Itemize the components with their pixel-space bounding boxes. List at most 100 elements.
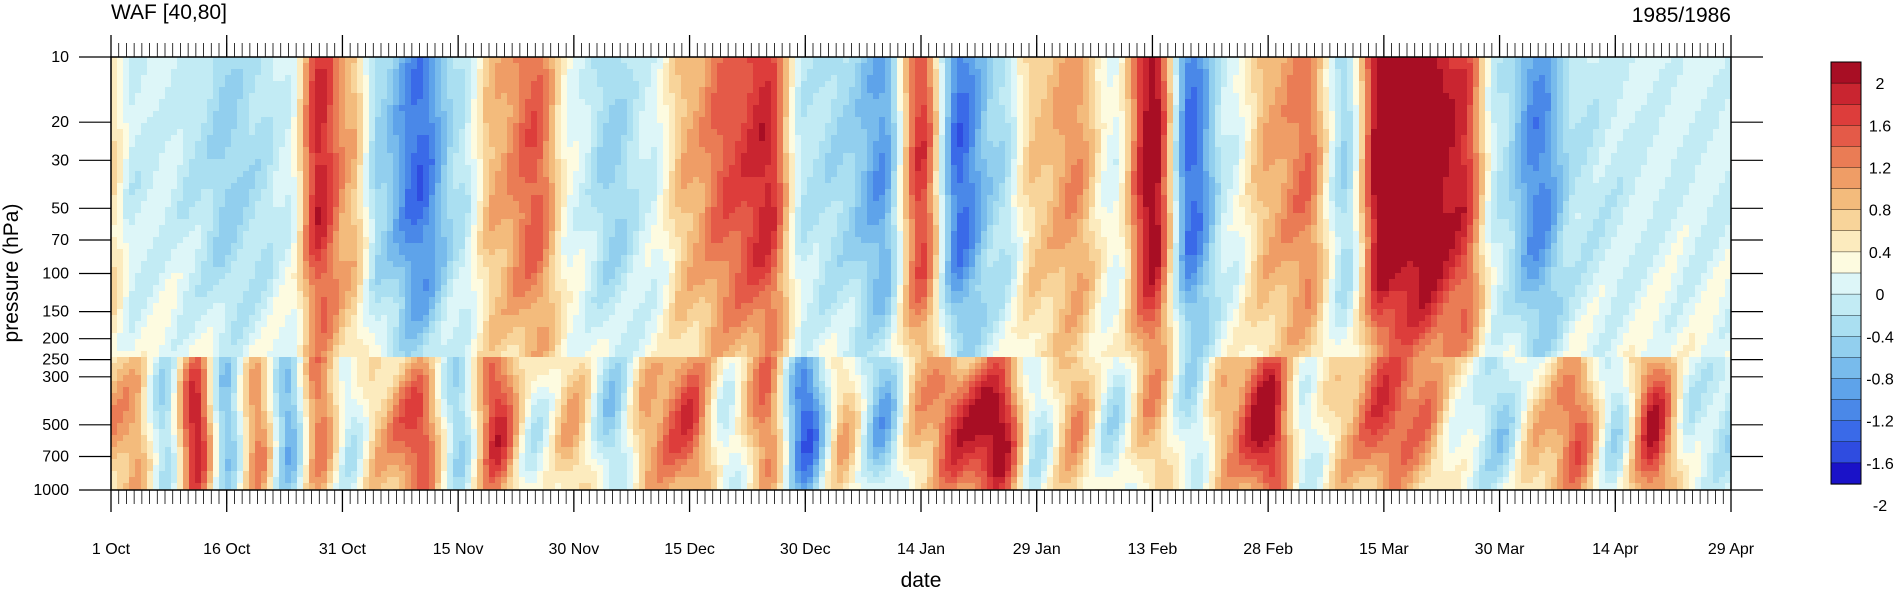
heatmap-cell (459, 153, 466, 160)
heatmap-cell (273, 423, 280, 430)
heatmap-cell (237, 261, 244, 268)
heatmap-cell (495, 453, 502, 460)
heatmap-cell (501, 453, 508, 460)
heatmap-cell (465, 141, 472, 148)
heatmap-cell (267, 399, 274, 406)
heatmap-cell (219, 471, 226, 478)
heatmap-cell (495, 177, 502, 184)
heatmap-cell (381, 333, 388, 340)
heatmap-cell (237, 429, 244, 436)
heatmap-cell (135, 387, 142, 394)
heatmap-cell (519, 153, 526, 160)
heatmap-cell (393, 201, 400, 208)
heatmap-cell (207, 99, 214, 106)
heatmap-cell (123, 459, 130, 466)
heatmap-cell (159, 429, 166, 436)
heatmap-cell (429, 177, 436, 184)
heatmap-cell (213, 201, 220, 208)
heatmap-cell (273, 375, 280, 382)
heatmap-cell (387, 375, 394, 382)
heatmap-cell (141, 129, 148, 136)
heatmap-cell (357, 447, 364, 454)
heatmap-cell (441, 477, 448, 484)
heatmap-cell (303, 231, 310, 238)
heatmap-cell (159, 453, 166, 460)
heatmap-cell (405, 369, 412, 376)
heatmap-cell (441, 87, 448, 94)
heatmap-cell (507, 255, 514, 262)
heatmap-cell (117, 123, 124, 130)
heatmap-cell (285, 333, 292, 340)
heatmap-cell (177, 75, 184, 82)
heatmap-cell (327, 81, 334, 88)
heatmap-cell (357, 99, 364, 106)
heatmap-cell (339, 291, 346, 298)
heatmap-cell (423, 447, 430, 454)
heatmap-cell (129, 471, 136, 478)
heatmap-cell (339, 135, 346, 142)
heatmap-cell (441, 243, 448, 250)
heatmap-cell (387, 99, 394, 106)
heatmap-cell (303, 303, 310, 310)
heatmap-cell (321, 237, 328, 244)
heatmap-cell (351, 441, 358, 448)
heatmap-cell (321, 165, 328, 172)
heatmap-cell (465, 129, 472, 136)
heatmap-cell (405, 57, 412, 64)
heatmap-cell (453, 429, 460, 436)
heatmap-cell (435, 333, 442, 340)
heatmap-cell (369, 339, 376, 346)
heatmap-cell (441, 75, 448, 82)
heatmap-cell (411, 423, 418, 430)
heatmap-cell (375, 381, 382, 388)
heatmap-cell (225, 135, 232, 142)
heatmap-cell (327, 117, 334, 124)
heatmap-cell (255, 381, 262, 388)
heatmap-cell (363, 93, 370, 100)
heatmap-cell (183, 99, 190, 106)
heatmap-cell (501, 285, 508, 292)
heatmap-cell (243, 315, 250, 322)
heatmap-cell (159, 267, 166, 274)
heatmap-cell (423, 93, 430, 100)
heatmap-cell (219, 291, 226, 298)
heatmap-cell (321, 315, 328, 322)
heatmap-cell (507, 123, 514, 130)
heatmap-cell (129, 333, 136, 340)
heatmap-cell (453, 459, 460, 466)
heatmap-cell (339, 141, 346, 148)
heatmap-cell (249, 471, 256, 478)
heatmap-cell (249, 231, 256, 238)
heatmap-cell (183, 255, 190, 262)
heatmap-cell (423, 99, 430, 106)
heatmap-cell (423, 303, 430, 310)
heatmap-cell (243, 213, 250, 220)
heatmap-cell (189, 171, 196, 178)
heatmap-cell (135, 339, 142, 346)
heatmap-cell (345, 453, 352, 460)
heatmap-cell (165, 375, 172, 382)
heatmap-cell (405, 237, 412, 244)
heatmap-cell (435, 189, 442, 196)
heatmap-cell (219, 231, 226, 238)
heatmap-cell (213, 219, 220, 226)
heatmap-cell (171, 447, 178, 454)
heatmap-cell (159, 231, 166, 238)
heatmap-cell (213, 129, 220, 136)
heatmap-cell (471, 171, 478, 178)
heatmap-cell (153, 291, 160, 298)
heatmap-cell (459, 207, 466, 214)
heatmap-cell (357, 315, 364, 322)
heatmap-cell (453, 303, 460, 310)
heatmap-cell (519, 105, 526, 112)
heatmap-cell (291, 435, 298, 442)
heatmap-cell (393, 327, 400, 334)
heatmap-cell (291, 189, 298, 196)
heatmap-cell (309, 441, 316, 448)
heatmap-cell (267, 201, 274, 208)
heatmap-cell (141, 447, 148, 454)
heatmap-cell (207, 75, 214, 82)
heatmap-cell (453, 369, 460, 376)
heatmap-cell (369, 99, 376, 106)
heatmap-cell (159, 483, 166, 490)
